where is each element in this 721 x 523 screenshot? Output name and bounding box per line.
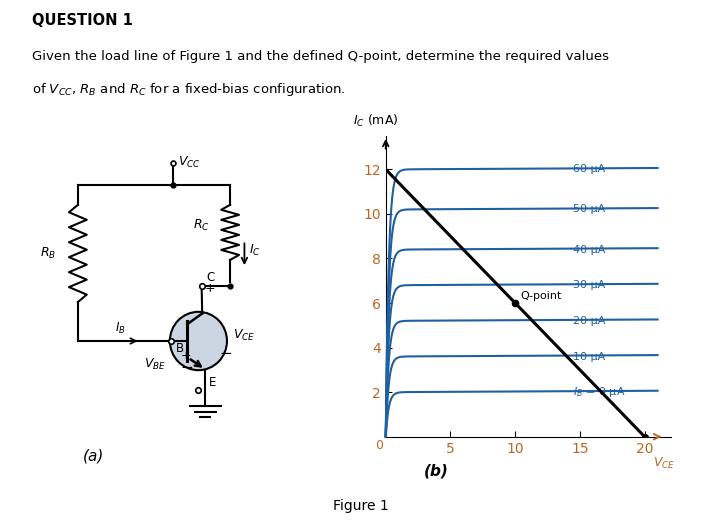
Text: B: B (176, 343, 185, 355)
Text: Given the load line of Figure 1 and the defined Q-point, determine the required : Given the load line of Figure 1 and the … (32, 50, 609, 63)
Text: −: − (219, 346, 231, 361)
Text: $V_{CE}$: $V_{CE}$ (653, 456, 675, 471)
Text: −: − (180, 360, 193, 375)
Text: E: E (209, 377, 216, 390)
Text: $V_{CE}$: $V_{CE}$ (234, 328, 255, 344)
Text: 20 μA: 20 μA (573, 316, 606, 326)
Text: $R_B$: $R_B$ (40, 246, 56, 261)
Text: (a): (a) (83, 449, 105, 464)
Text: 10 μA: 10 μA (573, 351, 606, 361)
Text: 30 μA: 30 μA (573, 280, 606, 290)
Text: $I_C$ (mA): $I_C$ (mA) (353, 113, 399, 129)
Text: $R_C$: $R_C$ (193, 218, 210, 233)
Text: +: + (181, 349, 192, 362)
Text: Q-point: Q-point (521, 291, 562, 301)
Text: +: + (205, 282, 216, 295)
Text: $I_B$ = 0 μA: $I_B$ = 0 μA (573, 385, 626, 399)
Text: of $V_{CC}$, $R_B$ and $R_C$ for a fixed-bias configuration.: of $V_{CC}$, $R_B$ and $R_C$ for a fixed… (32, 81, 346, 98)
Circle shape (170, 312, 227, 370)
Text: 40 μA: 40 μA (573, 245, 606, 255)
Text: C: C (206, 271, 215, 284)
Text: (b): (b) (424, 464, 448, 479)
Text: 0: 0 (375, 439, 384, 452)
Text: $I_B$: $I_B$ (115, 321, 125, 336)
Text: QUESTION 1: QUESTION 1 (32, 13, 133, 28)
Text: $I_C$: $I_C$ (249, 243, 261, 257)
Text: 60 μA: 60 μA (573, 164, 606, 174)
Text: Figure 1: Figure 1 (332, 499, 389, 513)
Text: $V_{BE}$: $V_{BE}$ (144, 357, 167, 372)
Text: 50 μA: 50 μA (573, 204, 606, 214)
Text: $V_{CC}$: $V_{CC}$ (178, 155, 200, 170)
